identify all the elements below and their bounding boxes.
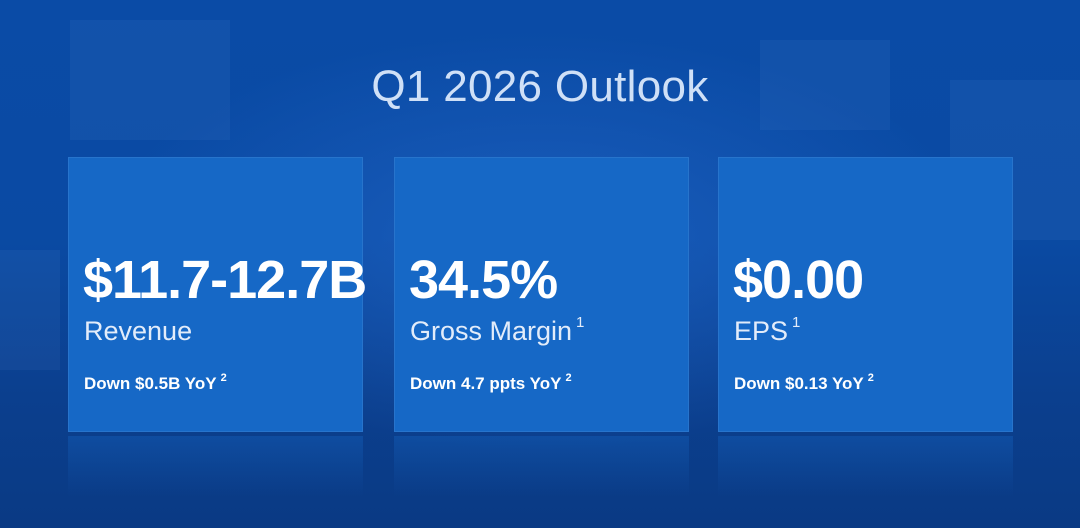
gross-margin-change-footnote: 2 xyxy=(565,372,572,384)
revenue-change: Down $0.5B YoY 2 xyxy=(84,372,227,393)
gross-margin-value: 34.5% xyxy=(409,250,558,310)
card-reflection xyxy=(394,436,689,496)
eps-label: EPS 1 xyxy=(734,314,801,346)
eps-card: $0.00 EPS 1 Down $0.13 YoY 2 xyxy=(718,157,1013,432)
revenue-change-footnote: 2 xyxy=(220,372,227,384)
eps-label-footnote: 1 xyxy=(792,314,801,331)
revenue-label: Revenue xyxy=(84,316,193,346)
gross-margin-change: Down 4.7 ppts YoY 2 xyxy=(410,372,572,393)
revenue-card: $11.7-12.7B Revenue Down $0.5B YoY 2 xyxy=(68,157,367,432)
card-reflection xyxy=(718,436,1013,496)
gross-margin-label-footnote: 1 xyxy=(576,314,585,331)
card-reflection xyxy=(68,436,363,496)
gross-margin-label: Gross Margin 1 xyxy=(410,314,585,346)
gross-margin-card: 34.5% Gross Margin 1 Down 4.7 ppts YoY 2 xyxy=(394,157,689,432)
revenue-value: $11.7-12.7B xyxy=(83,250,367,310)
eps-change: Down $0.13 YoY 2 xyxy=(734,372,874,393)
eps-value: $0.00 xyxy=(733,250,864,310)
background-tile xyxy=(70,20,230,140)
eps-change-footnote: 2 xyxy=(867,372,874,384)
background-tile xyxy=(0,250,60,370)
page-title: Q1 2026 Outlook xyxy=(371,62,709,111)
background-tile xyxy=(760,40,890,130)
